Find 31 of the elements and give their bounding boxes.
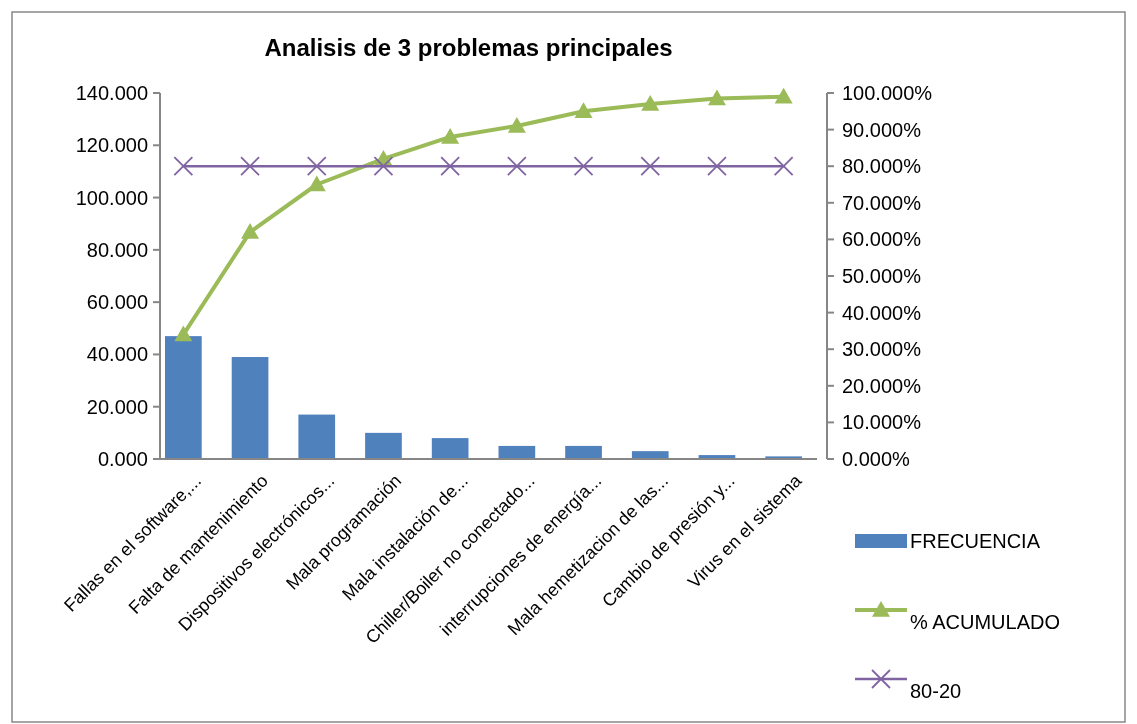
y2-tick-label: 10.000% bbox=[842, 411, 922, 434]
y2-tick-label: 80.000% bbox=[842, 155, 922, 178]
y2-tick-label: 30.000% bbox=[842, 338, 922, 361]
y2-tick-label: 90.000% bbox=[842, 118, 922, 141]
bar bbox=[298, 414, 336, 459]
y-tick-label: 140.000 bbox=[75, 82, 148, 104]
y2-tick-label: 70.000% bbox=[842, 191, 922, 214]
bar bbox=[165, 336, 202, 459]
bar bbox=[631, 451, 669, 459]
y-tick-label: 80.000 bbox=[86, 238, 148, 261]
y-tick-label: 0.000 bbox=[97, 448, 148, 470]
chart-title: Analisis de 3 problemas principales bbox=[264, 34, 673, 61]
y2-tick-label: 20.000% bbox=[842, 374, 922, 397]
y2-tick-label: 100.000% bbox=[842, 82, 933, 104]
bar bbox=[365, 432, 402, 459]
y-tick-label: 120.000 bbox=[75, 134, 148, 157]
y-tick-label: 100.000 bbox=[75, 186, 148, 209]
legend-label: FRECUENCIA bbox=[910, 530, 1041, 552]
legend-label: % ACUMULADO bbox=[910, 611, 1061, 633]
y-tick-label: 40.000 bbox=[86, 343, 148, 366]
bar bbox=[498, 445, 536, 459]
y2-tick-label: 60.000% bbox=[842, 228, 922, 251]
y-tick-label: 20.000 bbox=[86, 395, 148, 418]
y2-tick-label: 50.000% bbox=[842, 265, 922, 287]
bar bbox=[231, 357, 269, 459]
y2-tick-label: 40.000% bbox=[842, 301, 922, 324]
y-tick-label: 60.000 bbox=[86, 291, 148, 314]
bar bbox=[431, 438, 469, 459]
bar bbox=[565, 445, 602, 459]
y2-tick-label: 0.000% bbox=[842, 448, 911, 470]
legend-label: 80-20 bbox=[910, 680, 962, 702]
